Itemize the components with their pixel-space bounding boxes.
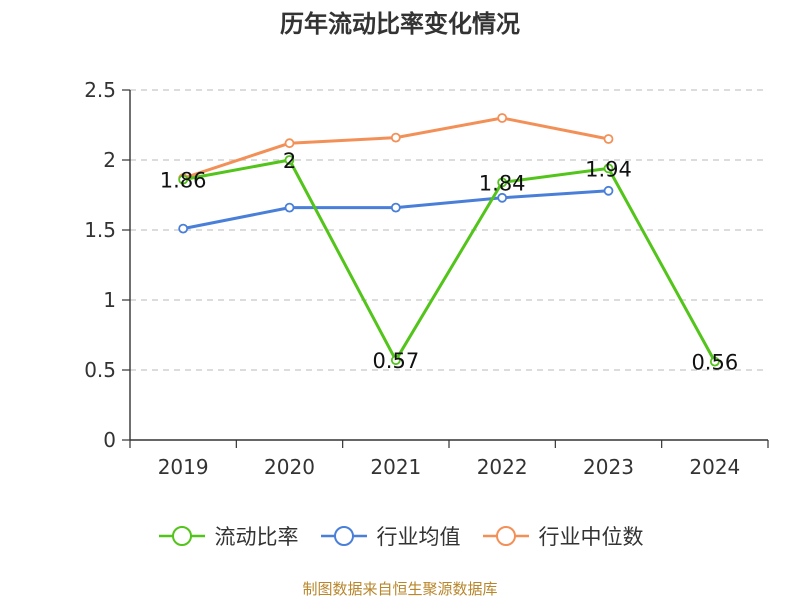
data-label: 1.84 bbox=[479, 171, 526, 195]
y-tick-label: 1.5 bbox=[84, 218, 116, 242]
legend-marker-industry-mean bbox=[320, 526, 367, 546]
data-point-1 bbox=[284, 202, 295, 213]
data-point-1 bbox=[178, 223, 189, 234]
legend-item-industry-median[interactable]: 行业中位数 bbox=[481, 521, 644, 551]
y-tick-label: 2 bbox=[103, 148, 116, 172]
data-point-0 bbox=[284, 155, 295, 165]
data-point-2 bbox=[603, 134, 614, 144]
data-point-1 bbox=[497, 192, 508, 203]
source-note: 制图数据来自恒生聚源数据库 bbox=[302, 580, 498, 598]
data-point-0 bbox=[390, 355, 401, 366]
y-tick-label: 0 bbox=[103, 428, 116, 452]
data-label: 1.94 bbox=[585, 157, 632, 181]
legend-item-current-ratio[interactable]: 流动比率 bbox=[157, 521, 299, 551]
y-tick-label: 0.5 bbox=[84, 358, 116, 382]
y-tick-label: 2.5 bbox=[84, 78, 116, 102]
legend: 流动比率 行业均值 行业中位数 bbox=[0, 520, 800, 552]
x-tick-label: 2019 bbox=[158, 455, 209, 479]
x-tick-label: 2023 bbox=[583, 455, 634, 479]
data-point-0 bbox=[603, 163, 614, 174]
data-point-0 bbox=[178, 174, 189, 185]
data-point-0 bbox=[709, 356, 720, 367]
data-label: 1.86 bbox=[160, 169, 207, 193]
data-point-1 bbox=[603, 185, 614, 196]
data-point-2 bbox=[497, 113, 508, 123]
x-tick-label: 2024 bbox=[689, 455, 740, 479]
data-label: 0.57 bbox=[372, 349, 419, 373]
legend-marker-industry-median bbox=[482, 526, 529, 546]
x-tick-label: 2020 bbox=[264, 455, 315, 479]
x-tick-label: 2021 bbox=[370, 455, 421, 479]
legend-label-industry-median: 行业中位数 bbox=[538, 525, 644, 549]
chart-title: 历年流动比率变化情况 bbox=[280, 10, 520, 38]
data-point-2 bbox=[284, 138, 295, 149]
legend-item-industry-mean[interactable]: 行业均值 bbox=[319, 521, 461, 551]
data-label: 0.56 bbox=[691, 351, 738, 375]
data-point-1 bbox=[390, 202, 401, 213]
x-tick-label: 2022 bbox=[477, 455, 528, 479]
legend-label-current-ratio: 流动比率 bbox=[214, 525, 299, 549]
data-point-2 bbox=[390, 132, 401, 143]
y-tick-label: 1 bbox=[103, 288, 116, 312]
data-label: 2 bbox=[283, 149, 296, 173]
data-point-0 bbox=[497, 177, 508, 188]
legend-label-industry-mean: 行业均值 bbox=[376, 525, 461, 549]
legend-marker-current-ratio bbox=[158, 526, 205, 546]
series-line-0 bbox=[182, 158, 717, 363]
